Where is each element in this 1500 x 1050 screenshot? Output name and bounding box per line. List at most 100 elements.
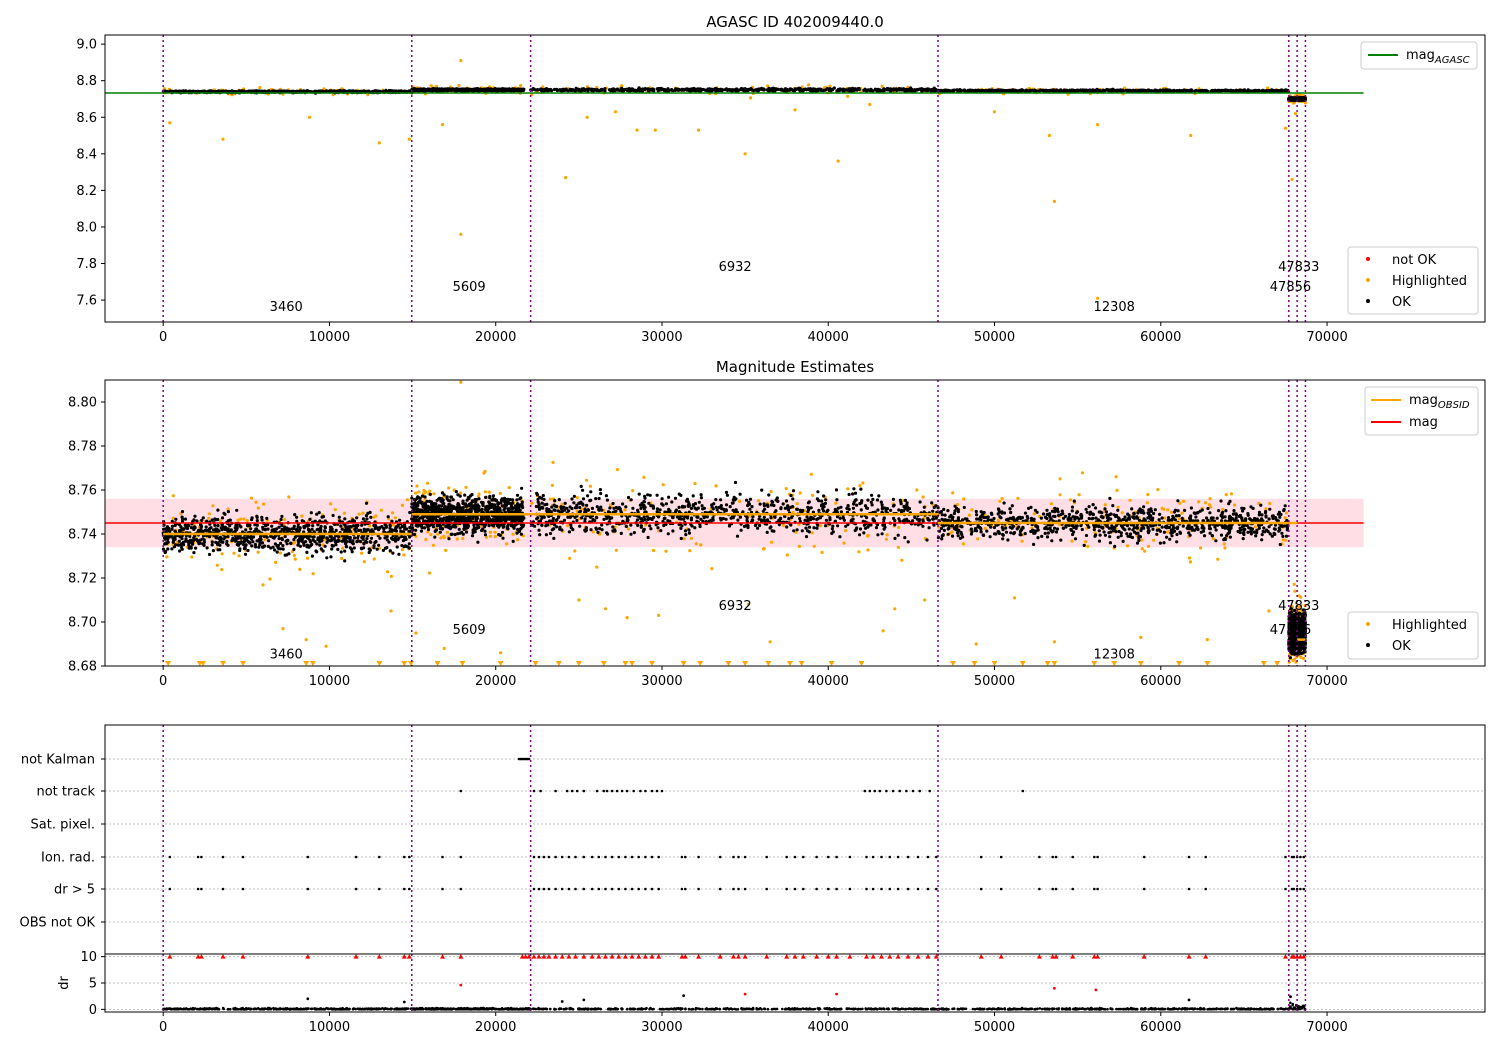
highlighted-point	[322, 87, 326, 91]
ok-point	[1038, 88, 1042, 92]
highlighted-point	[1180, 511, 1184, 515]
ok-point	[1248, 89, 1252, 93]
highlighted-point	[588, 484, 593, 488]
ok-point	[179, 525, 183, 529]
ok-point	[315, 528, 319, 532]
legend-box	[1347, 246, 1479, 315]
highlighted-point	[884, 537, 889, 541]
y-tick-label: 8.2	[76, 184, 97, 199]
ok-point	[848, 87, 852, 91]
ok-point	[1142, 88, 1146, 93]
ok-point	[1071, 89, 1075, 93]
highlighted-point	[400, 503, 404, 507]
ok-point	[782, 89, 786, 93]
legend-upper: magAGASC	[1360, 41, 1478, 70]
highlighted-point	[428, 489, 432, 493]
highlighted-point	[283, 518, 287, 522]
highlighted-point	[858, 484, 862, 488]
highlighted-point	[361, 511, 365, 515]
highlighted-point	[1294, 601, 1298, 605]
ok-point	[1115, 89, 1119, 93]
highlighted-point	[1096, 123, 1100, 127]
ok-point	[1112, 88, 1116, 92]
ok-point	[1041, 88, 1045, 93]
highlighted-point	[1204, 501, 1208, 505]
ok-point	[948, 89, 952, 93]
ok-point	[1291, 98, 1295, 102]
highlighted-point	[393, 516, 397, 520]
ok-point	[590, 87, 595, 91]
ok-point	[694, 89, 699, 93]
highlighted-point	[820, 550, 824, 555]
highlighted-point	[168, 121, 172, 125]
ok-point	[211, 528, 215, 532]
highlighted-point	[1290, 177, 1294, 181]
ok-point	[200, 518, 204, 523]
ok-point	[504, 88, 508, 92]
highlighted-point	[1266, 86, 1270, 90]
ok-point	[1161, 88, 1165, 92]
ok-point	[166, 547, 170, 551]
ok-point	[950, 89, 955, 93]
highlighted-point	[391, 523, 396, 527]
highlighted-point	[591, 530, 595, 534]
obsid-label: 5609	[453, 280, 486, 295]
ok-point	[259, 535, 263, 539]
ok-point	[647, 89, 651, 93]
ok-point	[715, 87, 719, 91]
highlighted-point	[921, 495, 925, 499]
highlighted-point	[756, 499, 761, 503]
highlighted-point	[951, 491, 955, 495]
legend-label-sub: AGASC	[1434, 55, 1470, 66]
ok-point	[352, 546, 356, 550]
highlighted-point	[996, 518, 1000, 523]
highlighted-point	[464, 485, 468, 489]
highlighted-point	[287, 495, 291, 499]
ok-point	[280, 514, 284, 519]
highlighted-point	[511, 532, 515, 536]
highlighted-point	[171, 516, 175, 520]
highlighted-point	[488, 530, 492, 534]
ok-point	[260, 515, 264, 520]
highlighted-point	[232, 551, 236, 555]
ok-point	[207, 529, 211, 534]
ok-point	[408, 526, 412, 530]
ok-point	[1136, 89, 1141, 93]
highlighted-point	[693, 481, 697, 486]
ok-point	[1150, 89, 1154, 93]
highlighted-point	[1223, 546, 1227, 550]
ok-point	[976, 88, 980, 92]
ok-point	[265, 535, 269, 539]
highlighted-point	[1216, 557, 1220, 561]
ok-point	[164, 527, 168, 531]
ok-point	[545, 87, 549, 91]
ok-point	[252, 89, 256, 93]
highlighted-point	[865, 534, 870, 538]
ok-point	[638, 88, 642, 93]
ok-point	[655, 87, 659, 91]
ok-point	[497, 87, 501, 91]
ok-point	[422, 88, 426, 92]
highlighted-point	[1197, 500, 1201, 504]
y-tick-label: 8.0	[76, 220, 97, 235]
ok-point	[360, 523, 364, 527]
highlighted-point	[626, 527, 631, 531]
highlighted-point	[427, 571, 432, 575]
highlighted-point	[1070, 539, 1074, 543]
ok-point	[184, 537, 188, 541]
highlighted-point	[1299, 595, 1303, 599]
highlighted-point	[797, 544, 802, 549]
highlighted-point	[1166, 530, 1170, 534]
y-tick-label: 8.6	[76, 111, 97, 126]
ok-point	[243, 552, 248, 556]
ok-point	[1079, 88, 1083, 92]
ok-point	[260, 541, 265, 545]
ok-point	[364, 501, 369, 505]
highlighted-point	[379, 508, 383, 512]
ok-point	[891, 88, 896, 92]
highlighted-point	[1156, 488, 1160, 492]
plot-frame	[104, 34, 1486, 323]
ok-point	[896, 88, 901, 92]
ok-point	[343, 549, 347, 553]
